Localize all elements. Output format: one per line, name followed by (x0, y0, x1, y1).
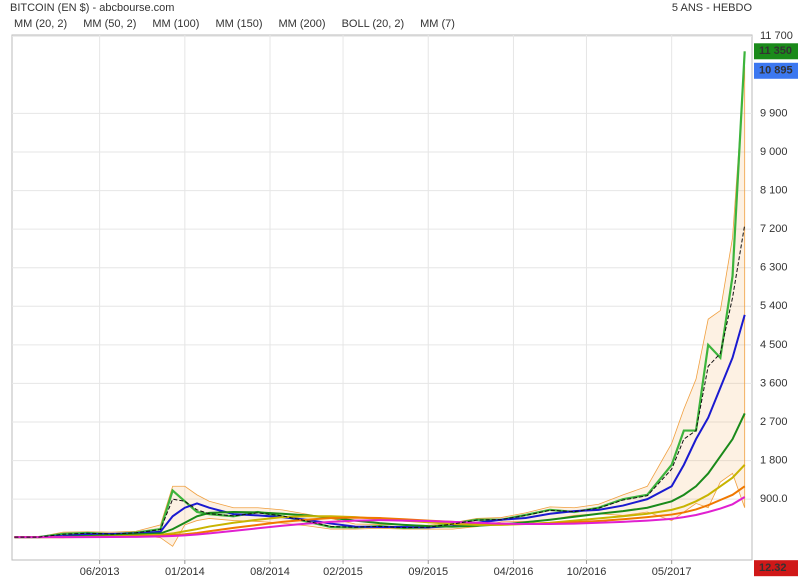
x-tick-label: 01/2014 (165, 566, 205, 578)
moving-average (14, 413, 746, 539)
y-tick-label: 4 500 (760, 339, 788, 351)
legend-entry: MM (100) (152, 18, 199, 30)
bollinger-band (14, 66, 746, 547)
price-label-box (754, 560, 798, 577)
y-tick-label: 6 300 (760, 262, 788, 274)
y-tick-label: 9 000 (760, 146, 788, 158)
y-tick-label: 2 700 (760, 416, 788, 428)
legend-entry: MM (7) (420, 18, 455, 30)
moving-average (14, 224, 746, 538)
chart-title: BITCOIN (EN $) - abcbourse.com (10, 2, 174, 14)
x-tick-label: 06/2013 (80, 566, 120, 578)
x-tick-label: 10/2016 (567, 566, 607, 578)
price-label-box (754, 43, 798, 60)
legend-entry: MM (20, 2) (14, 18, 67, 30)
legend-entry: BOLL (20, 2) (342, 18, 405, 30)
x-tick-label: 02/2015 (323, 566, 363, 578)
y-tick-label: 11 700 (760, 30, 793, 42)
legend-entry: MM (150) (215, 18, 262, 30)
chart-subtitle: 5 ANS - HEBDO (672, 2, 753, 14)
price-label: 11 350 (759, 45, 792, 57)
y-tick-label: 900.0 (760, 493, 788, 505)
price-label: 12.32 (759, 562, 787, 574)
y-tick-label: 9 900 (760, 107, 788, 119)
x-tick-label: 04/2016 (494, 566, 534, 578)
price-line (14, 51, 746, 539)
y-tick-label: 5 400 (760, 300, 788, 312)
y-tick-label: 8 100 (760, 184, 788, 196)
moving-average (14, 496, 746, 539)
y-tick-label: 1 800 (760, 454, 788, 466)
price-label: 10 895 (759, 65, 793, 77)
legend-entry: MM (50, 2) (83, 18, 136, 30)
x-tick-label: 09/2015 (408, 566, 448, 578)
x-tick-label: 05/2017 (652, 566, 692, 578)
x-tick-label: 08/2014 (250, 566, 290, 578)
y-tick-label: 3 600 (760, 377, 788, 389)
price-label-box (754, 62, 798, 79)
legend-entry: MM (200) (279, 18, 326, 30)
plot-frame (11, 34, 753, 561)
y-tick-label: 7 200 (760, 223, 788, 235)
